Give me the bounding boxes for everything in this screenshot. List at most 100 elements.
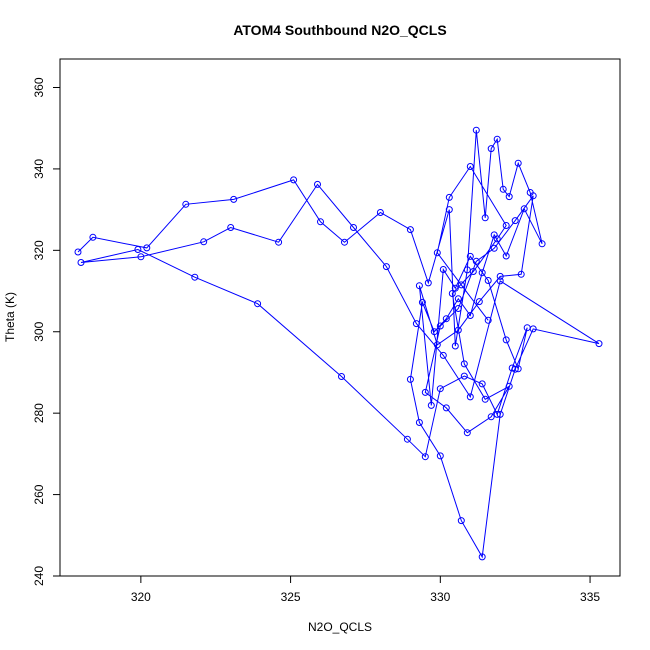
y-axis: 240 260 280 300 320 340 360 bbox=[32, 77, 61, 586]
data-point bbox=[427, 401, 435, 409]
data-point bbox=[499, 185, 507, 193]
data-point bbox=[460, 360, 468, 368]
y-tick-label: 280 bbox=[32, 403, 46, 423]
data-point bbox=[478, 269, 486, 277]
data-point bbox=[134, 246, 142, 253]
data-point bbox=[439, 266, 447, 273]
data-point bbox=[448, 290, 456, 297]
data-point bbox=[433, 341, 441, 349]
y-tick-label: 240 bbox=[32, 566, 46, 586]
data-point bbox=[350, 224, 357, 231]
data-point bbox=[484, 277, 492, 284]
data-point bbox=[439, 351, 447, 359]
data-point bbox=[517, 270, 525, 278]
data-point bbox=[490, 244, 498, 252]
data-point bbox=[317, 218, 324, 226]
data-point bbox=[466, 252, 474, 260]
data-point bbox=[481, 395, 489, 403]
data-point bbox=[529, 192, 537, 200]
data-point bbox=[77, 259, 85, 266]
series-layer bbox=[74, 126, 603, 561]
data-point bbox=[487, 145, 495, 153]
data-point bbox=[454, 305, 462, 312]
data-point bbox=[436, 452, 444, 460]
data-point bbox=[514, 159, 522, 167]
data-point bbox=[493, 235, 501, 243]
y-tick-label: 360 bbox=[32, 77, 46, 97]
y-tick-label: 320 bbox=[32, 240, 46, 260]
data-point bbox=[496, 277, 504, 285]
data-point bbox=[433, 249, 441, 257]
data-point bbox=[424, 279, 432, 287]
data-point bbox=[478, 553, 486, 561]
x-tick-label: 325 bbox=[281, 590, 301, 604]
data-point bbox=[496, 272, 504, 280]
series-line bbox=[77, 130, 600, 559]
data-point bbox=[74, 248, 82, 256]
data-point bbox=[451, 284, 459, 292]
data-point bbox=[382, 263, 390, 271]
data-point bbox=[466, 393, 474, 401]
data-point bbox=[436, 322, 444, 330]
data-point bbox=[445, 193, 453, 201]
data-point bbox=[314, 180, 321, 188]
data-point bbox=[487, 413, 495, 421]
data-point bbox=[191, 273, 199, 281]
y-tick-label: 340 bbox=[32, 159, 46, 179]
data-point bbox=[466, 312, 474, 319]
data-point bbox=[496, 410, 504, 418]
data-point bbox=[454, 326, 462, 334]
data-point bbox=[254, 300, 262, 308]
data-point bbox=[502, 336, 510, 344]
data-point bbox=[341, 238, 348, 246]
data-point bbox=[442, 315, 450, 323]
data-point bbox=[457, 281, 465, 289]
data-point bbox=[481, 214, 489, 222]
x-axis: 320 325 330 335 bbox=[131, 575, 600, 604]
data-point bbox=[430, 328, 438, 336]
chart-title: ATOM4 Southbound N2O_QCLS bbox=[233, 22, 446, 38]
data-point bbox=[412, 320, 420, 328]
data-point bbox=[182, 200, 190, 208]
y-tick-label: 260 bbox=[32, 484, 46, 504]
data-point bbox=[538, 240, 546, 248]
data-point bbox=[200, 238, 208, 246]
data-point bbox=[143, 244, 151, 252]
x-tick-label: 335 bbox=[580, 590, 600, 604]
data-point bbox=[505, 193, 513, 201]
data-point bbox=[523, 324, 531, 332]
data-point bbox=[442, 404, 450, 412]
data-point bbox=[466, 163, 474, 170]
data-point bbox=[406, 375, 414, 383]
data-point bbox=[478, 380, 486, 388]
data-point bbox=[457, 517, 465, 525]
data-point bbox=[472, 257, 480, 265]
y-tick-label: 300 bbox=[32, 321, 46, 341]
x-axis-label: N2O_QCLS bbox=[308, 620, 372, 634]
data-point bbox=[230, 195, 238, 203]
data-point bbox=[421, 388, 429, 396]
data-point bbox=[505, 382, 513, 390]
plot-frame bbox=[59, 58, 621, 577]
data-point bbox=[502, 252, 510, 260]
data-point bbox=[451, 342, 459, 350]
x-tick-label: 320 bbox=[131, 590, 151, 604]
data-point bbox=[275, 238, 283, 246]
data-point bbox=[290, 176, 298, 184]
data-point bbox=[469, 268, 477, 275]
data-point bbox=[493, 410, 501, 418]
data-point bbox=[445, 206, 453, 214]
x-tick-label: 330 bbox=[430, 590, 450, 604]
data-point bbox=[227, 224, 235, 231]
data-point bbox=[436, 385, 444, 393]
data-point bbox=[376, 209, 384, 216]
data-point bbox=[511, 217, 519, 225]
data-point bbox=[137, 253, 145, 261]
data-point bbox=[514, 365, 522, 373]
data-point bbox=[418, 298, 426, 306]
data-point bbox=[454, 295, 462, 303]
y-axis-label: Theta (K) bbox=[3, 292, 17, 342]
data-point bbox=[338, 373, 345, 380]
data-point bbox=[415, 282, 423, 290]
